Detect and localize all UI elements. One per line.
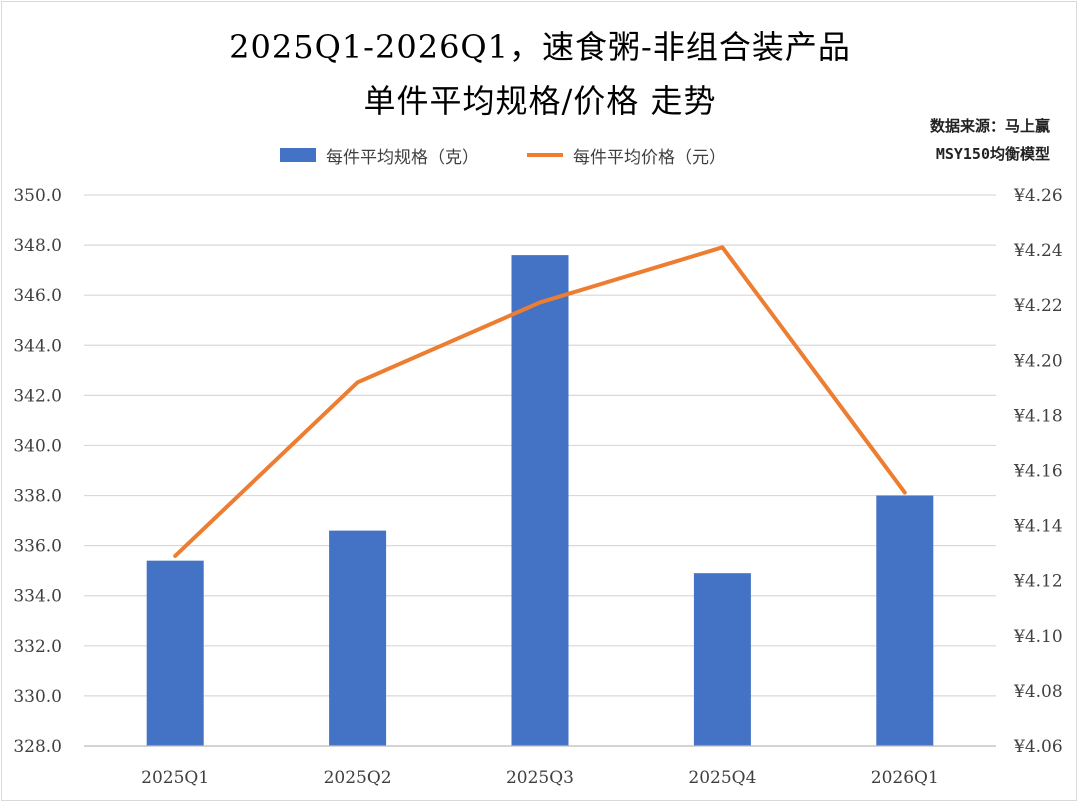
y-left-tick-label: 340.0 xyxy=(13,436,62,456)
bar xyxy=(146,560,204,746)
legend-item-line: 每件平均价格（元） xyxy=(527,143,726,168)
y-right-tick-label: ¥4.16 xyxy=(1013,462,1063,482)
bar xyxy=(876,495,934,746)
bar xyxy=(329,530,387,746)
y-right-tick-label: ¥4.20 xyxy=(1013,351,1063,371)
y-left-tick-label: 336.0 xyxy=(13,537,62,557)
y-right-tick-label: ¥4.18 xyxy=(1013,406,1063,426)
y-left-tick-label: 330.0 xyxy=(13,687,62,707)
y-right-tick-label: ¥4.06 xyxy=(1013,737,1063,757)
data-source-label: 数据来源：马上赢 xyxy=(929,117,1050,135)
legend-swatch-bar xyxy=(280,148,316,162)
y-left-tick-label: 328.0 xyxy=(13,737,62,757)
y-right-tick-label: ¥4.10 xyxy=(1013,627,1063,647)
legend-swatch-line xyxy=(527,153,563,157)
x-tick-label: 2025Q3 xyxy=(506,768,574,788)
y-left-tick-label: 334.0 xyxy=(13,587,62,607)
y-left-tick-label: 346.0 xyxy=(13,286,62,306)
y-right-tick-label: ¥4.14 xyxy=(1013,517,1063,537)
chart-legend: 每件平均规格（克） 每件平均价格（元） xyxy=(280,142,726,168)
y-right-tick-label: ¥4.22 xyxy=(1013,296,1063,316)
bar xyxy=(693,573,751,746)
y-left-tick-label: 344.0 xyxy=(13,336,62,356)
legend-item-bar: 每件平均规格（克） xyxy=(280,143,479,168)
x-tick-label: 2025Q4 xyxy=(688,768,756,788)
y-left-tick-label: 348.0 xyxy=(13,236,62,256)
x-tick-label: 2025Q2 xyxy=(324,768,392,788)
y-right-tick-label: ¥4.08 xyxy=(1013,682,1063,702)
y-right-tick-label: ¥4.24 xyxy=(1013,241,1063,261)
bar xyxy=(511,255,569,747)
y-right-tick-label: ¥4.12 xyxy=(1013,572,1063,592)
x-tick-label: 2025Q1 xyxy=(141,768,209,788)
data-model-label: MSY150均衡模型 xyxy=(935,145,1050,163)
y-left-tick-label: 342.0 xyxy=(13,386,62,406)
legend-label-bar: 每件平均规格（克） xyxy=(326,147,479,168)
y-left-tick-label: 338.0 xyxy=(13,487,62,507)
chart-title: 2025Q1-2026Q1，速食粥-非组合装产品 xyxy=(229,28,851,66)
y-right-tick-label: ¥4.26 xyxy=(1013,186,1063,206)
legend-label-line: 每件平均价格（元） xyxy=(573,147,726,168)
y-left-tick-label: 332.0 xyxy=(13,637,62,657)
x-tick-label: 2026Q1 xyxy=(871,768,939,788)
chart-subtitle: 单件平均规格/价格 走势 xyxy=(363,82,717,120)
y-left-tick-label: 350.0 xyxy=(13,186,62,206)
